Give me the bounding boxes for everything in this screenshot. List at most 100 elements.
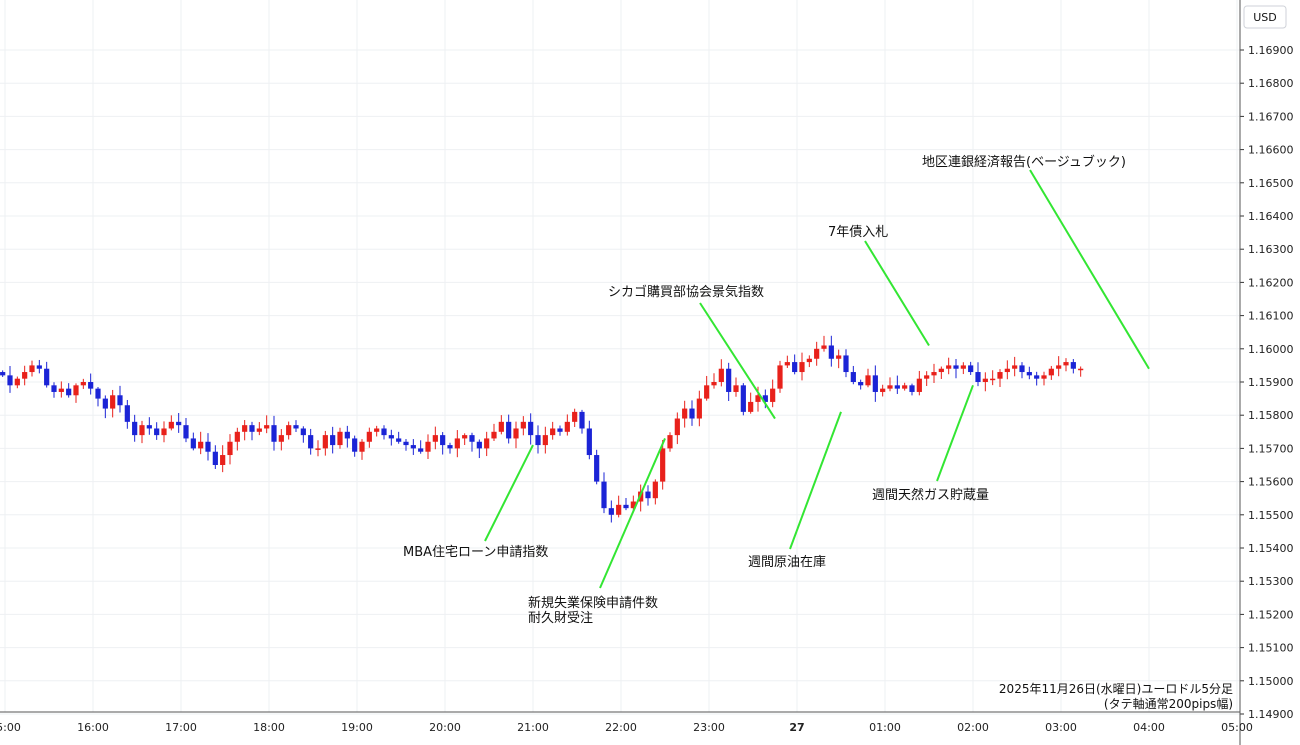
candle-body bbox=[704, 385, 710, 399]
x-tick-label: 03:00 bbox=[1045, 721, 1077, 734]
candle-body bbox=[975, 372, 981, 382]
candle-body bbox=[146, 425, 152, 429]
candle-body bbox=[990, 378, 996, 381]
candle-body bbox=[1004, 368, 1010, 373]
candle-body bbox=[836, 355, 842, 359]
x-tick-label: 04:00 bbox=[1133, 721, 1165, 734]
candle-body bbox=[982, 378, 988, 382]
candle-body bbox=[117, 395, 123, 406]
x-tick-label: 27 bbox=[789, 721, 804, 734]
candle-body bbox=[1026, 372, 1032, 376]
candle-body bbox=[66, 388, 72, 396]
candle-body bbox=[88, 382, 94, 389]
candle-body bbox=[960, 365, 966, 369]
candle-body bbox=[1019, 365, 1025, 373]
candle-body bbox=[821, 345, 827, 349]
candle-body bbox=[850, 372, 856, 382]
annotation-pointer bbox=[484, 444, 534, 542]
candle-body bbox=[528, 421, 534, 436]
candle-body bbox=[894, 385, 900, 389]
candle-body bbox=[674, 418, 680, 436]
candle-body bbox=[154, 428, 160, 436]
candle-body bbox=[322, 435, 328, 449]
y-tick-label: 1.16700 bbox=[1248, 110, 1294, 123]
annotation-label: MBA住宅ローン申請指数 bbox=[403, 545, 548, 560]
candle-body bbox=[168, 421, 174, 429]
candle-body bbox=[689, 408, 695, 419]
candle-body bbox=[396, 438, 402, 442]
annotation-label: 耐久財受注 bbox=[528, 611, 593, 626]
y-tick-label: 1.15700 bbox=[1248, 442, 1294, 455]
candle-body bbox=[425, 441, 431, 452]
candle-body bbox=[645, 491, 651, 499]
annotation-label: 週間原油在庫 bbox=[748, 555, 826, 570]
candle-body bbox=[770, 388, 776, 402]
candle-body bbox=[520, 421, 526, 429]
candle-body bbox=[183, 425, 189, 439]
candle-body bbox=[652, 481, 658, 499]
annotation-pointer bbox=[699, 302, 776, 420]
candle-body bbox=[564, 421, 570, 432]
annotation-label: シカゴ購買部協会景気指数 bbox=[608, 284, 764, 300]
price-axis: 1.16900 1.16800 1.16700 1.16600 1.16500 1.164… bbox=[1239, 0, 1294, 745]
x-tick-label: 17:00 bbox=[165, 721, 197, 734]
candle-body bbox=[337, 431, 343, 446]
candle-body bbox=[469, 435, 475, 442]
candle-body bbox=[410, 445, 416, 449]
x-tick-label: 21:00 bbox=[517, 721, 549, 734]
time-axis: 15:00 16:00 17:00 18:00 19:00 20:00 21:00 22:00… bbox=[0, 711, 1253, 734]
candle-body bbox=[1034, 375, 1040, 379]
candle-body bbox=[872, 375, 878, 392]
candle-body bbox=[498, 421, 504, 432]
candle-body bbox=[931, 372, 937, 376]
candle-body bbox=[792, 362, 798, 373]
candle-body bbox=[667, 435, 673, 449]
candle-body bbox=[968, 365, 974, 373]
candle-body bbox=[924, 375, 930, 379]
candle-body bbox=[73, 385, 79, 396]
candle-body bbox=[1041, 375, 1047, 379]
candle-body bbox=[1048, 368, 1054, 376]
y-tick-label: 1.16000 bbox=[1248, 343, 1294, 356]
y-tick-label: 1.15500 bbox=[1248, 509, 1294, 522]
candle-body bbox=[315, 448, 321, 450]
candle-body bbox=[909, 385, 915, 392]
candle-body bbox=[205, 441, 211, 452]
candle-body bbox=[102, 398, 108, 409]
annotation-pointer bbox=[936, 384, 974, 482]
candle-body bbox=[374, 428, 380, 432]
candle-body bbox=[542, 435, 548, 446]
candle-body bbox=[278, 435, 284, 442]
candle-body bbox=[36, 365, 42, 369]
candle-body bbox=[814, 348, 820, 359]
annotation-pointer bbox=[1029, 169, 1150, 370]
candle-body bbox=[330, 435, 336, 446]
candle-body bbox=[1063, 362, 1069, 366]
y-tick-label: 1.16600 bbox=[1248, 144, 1294, 157]
y-tick-label: 1.14900 bbox=[1248, 708, 1294, 721]
candle-body bbox=[843, 355, 849, 373]
candle-body bbox=[7, 375, 13, 386]
y-tick-label: 1.15800 bbox=[1248, 409, 1294, 422]
y-tick-label: 1.16200 bbox=[1248, 276, 1294, 289]
y-tick-label: 1.15600 bbox=[1248, 476, 1294, 489]
y-tick-label: 1.16800 bbox=[1248, 77, 1294, 90]
y-tick-label: 1.16100 bbox=[1248, 310, 1294, 323]
candle-body bbox=[58, 388, 64, 392]
annotation-pointer bbox=[789, 411, 842, 550]
candle-body bbox=[550, 428, 556, 436]
chart-caption: 2025年11月26日(水曜日)ユーロドル5分足(タテ軸通常200pips幅) bbox=[999, 682, 1233, 711]
candle-body bbox=[696, 398, 702, 419]
y-tick-label: 1.15000 bbox=[1248, 675, 1294, 688]
candle-body bbox=[132, 421, 138, 436]
candle-body bbox=[22, 372, 28, 379]
candle-body bbox=[1078, 368, 1084, 371]
candle-body bbox=[352, 438, 358, 452]
candle-body bbox=[462, 435, 468, 439]
candle-body bbox=[755, 395, 761, 402]
candle-body bbox=[227, 441, 233, 456]
candle-body bbox=[858, 382, 864, 386]
candle-body bbox=[161, 428, 167, 436]
